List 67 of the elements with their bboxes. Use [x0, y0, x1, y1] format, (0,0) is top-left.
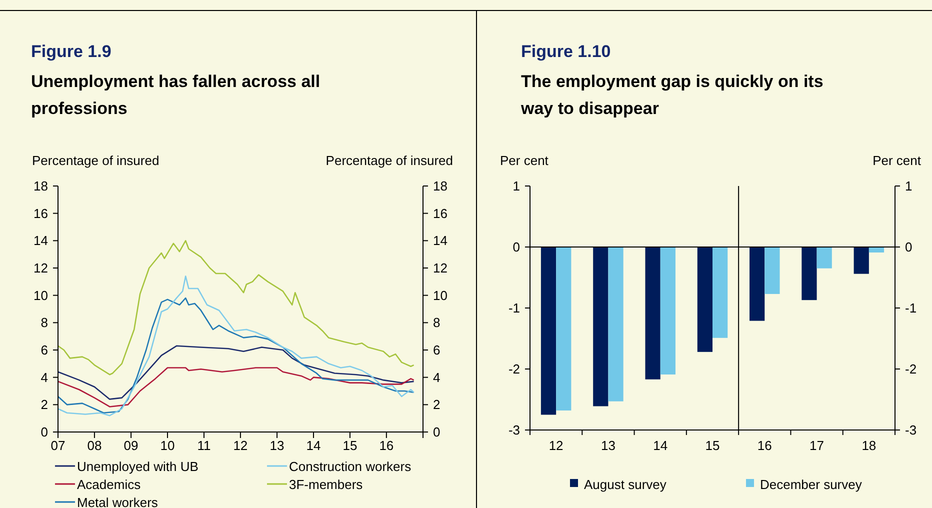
chart-subtitle: The employment gap is quickly on its way to disappear [520, 72, 824, 118]
y-axis-title: Per cent [500, 153, 549, 168]
y-tick-label: -1 [508, 300, 520, 316]
line-series [57, 240, 414, 376]
line-series [57, 276, 414, 416]
y2-tick-label: 6 [433, 342, 440, 358]
y2-tick-label: 0 [905, 240, 912, 254]
legend-label: Metal workers [77, 495, 158, 508]
x-tick-label: 13 [600, 438, 616, 453]
x-tick-label: 10 [160, 438, 175, 453]
y-tick-label: 0 [512, 240, 520, 254]
y2-tick-label: 16 [433, 206, 448, 221]
chart-title: Figure 1.10 [521, 42, 611, 61]
x-tick-label: 14 [653, 438, 668, 453]
legend-label: Unemployed with UB [77, 459, 198, 474]
y2-axis-title: Percentage of insured [326, 153, 453, 168]
legend-label: December survey [760, 477, 862, 492]
y2-tick-label: 2 [433, 397, 440, 412]
y-tick-label: 16 [34, 206, 48, 221]
chart-title: Figure 1.9 [31, 42, 112, 61]
chart-subtitle: Unemployment has fallen across all professions [31, 72, 320, 118]
x-tick-label: 18 [862, 438, 876, 453]
legend-label: August survey [584, 477, 667, 492]
y2-tick-label: 12 [433, 260, 448, 276]
x-tick-label: 17 [810, 438, 824, 453]
y-tick-label: 14 [34, 233, 48, 248]
x-tick-label: 11 [197, 438, 211, 453]
y2-tick-label: 8 [433, 315, 440, 330]
y2-tick-label: -3 [905, 422, 917, 438]
y2-tick-label: 1 [905, 178, 912, 194]
x-tick-label: 16 [379, 438, 394, 453]
y-tick-label: 8 [40, 315, 48, 330]
y-tick-label: 12 [34, 260, 48, 276]
y-tick-label: 4 [40, 370, 48, 385]
y2-tick-label: 18 [433, 178, 448, 194]
x-tick-label: 15 [705, 438, 720, 453]
legend-label: Construction workers [289, 459, 412, 474]
y2-tick-label: 4 [433, 370, 440, 385]
x-tick-label: 16 [757, 438, 772, 453]
y-tick-label: 6 [40, 342, 48, 358]
y-tick-label: 1 [512, 178, 520, 194]
y2-tick-label: 10 [433, 288, 448, 303]
y2-tick-label: -1 [905, 300, 917, 316]
y-axis-title: Percentage of insured [32, 153, 160, 168]
y2-axis-title: Per cent [872, 153, 922, 168]
x-tick-label: 12 [233, 438, 248, 453]
y2-tick-label: -2 [905, 362, 917, 376]
y-tick-label: 0 [40, 424, 48, 440]
x-tick-label: 13 [270, 438, 284, 453]
x-tick-label: 09 [124, 438, 138, 453]
line-series [57, 345, 414, 400]
legend-label: 3F-members [289, 477, 364, 492]
y-tick-label: -2 [508, 362, 520, 376]
x-tick-label: 12 [548, 438, 564, 453]
y2-tick-label: 14 [433, 233, 448, 248]
x-tick-label: 07 [50, 438, 66, 453]
y2-tick-label: 0 [433, 424, 440, 440]
y-tick-label: -3 [508, 422, 520, 438]
line-series [57, 297, 414, 414]
y-tick-label: 2 [40, 397, 48, 412]
line-series [57, 367, 414, 408]
y-tick-label: 10 [34, 288, 48, 303]
legend-label: Academics [77, 477, 142, 492]
x-tick-label: 14 [306, 438, 321, 453]
x-tick-label: 08 [87, 438, 102, 453]
y-tick-label: 18 [34, 178, 48, 194]
x-tick-label: 15 [342, 438, 358, 453]
